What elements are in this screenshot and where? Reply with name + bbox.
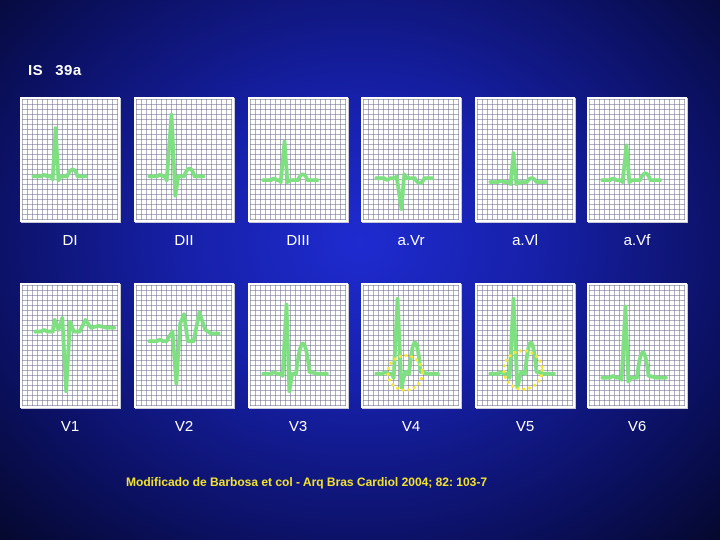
- ecg-trace-dii: [147, 112, 206, 198]
- ecg-trace-v2: [147, 310, 221, 386]
- ecg-panel-avf: [587, 97, 687, 222]
- ecg-panel-di: [20, 97, 120, 222]
- lead-label-v3: V3: [288, 418, 308, 435]
- ecg-panel-dii: [134, 97, 234, 222]
- ecg-panel-v3: [248, 283, 348, 408]
- ecg-trace-diii: [261, 139, 320, 184]
- ecg-panel-v4: [361, 283, 461, 408]
- ecg-panel-avl: [475, 97, 575, 222]
- highlight-circle-v5: [502, 349, 544, 391]
- lead-label-v4: V4: [401, 418, 421, 435]
- lead-label-v5: V5: [515, 418, 535, 435]
- patient-age: 39a: [55, 62, 82, 79]
- ecg-panel-v5: [475, 283, 575, 408]
- ecg-trace-v5: [488, 297, 556, 391]
- lead-label-v6: V6: [627, 418, 647, 435]
- ecg-trace-avf: [600, 143, 662, 184]
- highlight-circle-v4: [386, 354, 425, 392]
- ecg-panel-v1: [20, 283, 120, 408]
- ecg-panel-v2: [134, 283, 234, 408]
- lead-label-v1: V1: [60, 418, 80, 435]
- ecg-trace-di: [31, 126, 88, 183]
- ecg-panel-avr: [361, 97, 461, 222]
- lead-label-v2: V2: [174, 418, 194, 435]
- lead-label-di: DI: [62, 232, 78, 249]
- lead-label-avf: a.Vf: [623, 232, 651, 249]
- lead-label-diii: DIII: [286, 232, 310, 249]
- ecg-trace-v6: [600, 304, 668, 384]
- citation: Modificado de Barbosa et col - Arq Bras …: [126, 475, 487, 489]
- ecg-trace-v3: [261, 302, 329, 394]
- ecg-panel-v6: [587, 283, 687, 408]
- ecg-trace-v1: [33, 316, 117, 394]
- ecg-trace-avl: [488, 151, 549, 186]
- lead-label-avl: a.Vl: [512, 232, 538, 249]
- lead-label-avr: a.Vr: [397, 232, 425, 249]
- patient-header: IS 39a: [28, 62, 82, 79]
- ecg-trace-avr: [374, 172, 435, 211]
- ecg-panel-diii: [248, 97, 348, 222]
- patient-id: IS: [28, 62, 44, 79]
- ecg-trace-v4: [374, 297, 440, 392]
- lead-label-dii: DII: [174, 232, 194, 249]
